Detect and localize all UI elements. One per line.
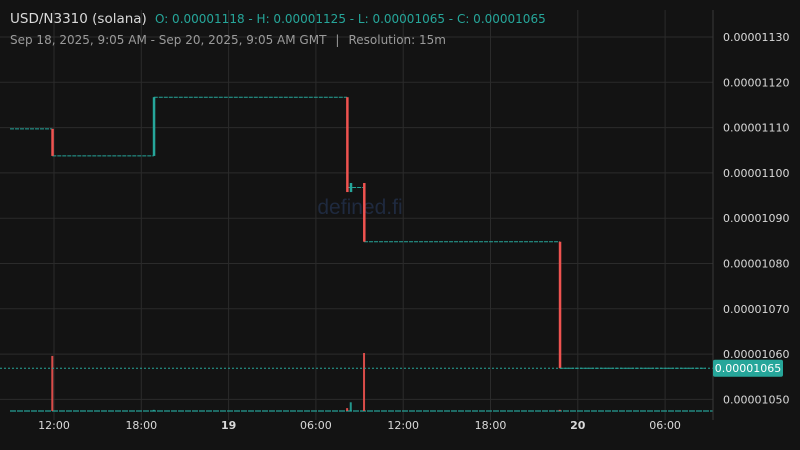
price-tick-label: 0.00001080 — [723, 258, 789, 271]
watermark: defined.fi — [317, 196, 402, 219]
price-tick-label: 0.00001100 — [723, 167, 789, 180]
volume-bar — [363, 353, 366, 411]
time-tick-label: 12:00 — [387, 419, 419, 432]
time-tick-label: 06:00 — [300, 419, 332, 432]
price-axis[interactable]: 0.00001130 0.00001120 0.00001110 0.00001100… — [723, 31, 789, 406]
chart-subheader: Sep 18, 2025, 9:05 AM - Sep 20, 2025, 9:… — [10, 33, 446, 47]
candles — [51, 97, 562, 369]
ohlc-values: O: 0.00001118 - H: 0.00001125 - L: 0.000… — [154, 12, 546, 26]
volume-bar — [51, 355, 54, 411]
time-tick-label: 12:00 — [38, 419, 70, 432]
price-tick-label: 0.00001120 — [723, 76, 789, 89]
candle — [363, 183, 366, 242]
price-tick-label: 0.00001060 — [723, 348, 789, 361]
candle — [51, 128, 54, 156]
time-tick-label: 19 — [221, 419, 236, 432]
separator: | — [335, 33, 340, 47]
volume-bar — [152, 409, 155, 411]
volume-bar — [558, 409, 561, 411]
last-price-label: 0.00001065 — [715, 362, 781, 375]
volume-bars — [10, 353, 713, 412]
candle — [558, 241, 562, 369]
price-tick-label: 0.00001070 — [723, 303, 789, 316]
last-price-badge: 0.00001065 — [713, 359, 783, 377]
time-axis[interactable]: 12:00 18:00 19 06:00 12:00 18:00 20 06:00 — [38, 419, 681, 432]
time-tick-label: 18:00 — [125, 419, 157, 432]
candle — [346, 97, 349, 193]
resolution-label: Resolution: 15m — [348, 33, 446, 47]
chart-header: USD/N3310 (solana) O: 0.00001118 - H: 0.… — [10, 11, 546, 27]
price-tick-label: 0.00001090 — [723, 212, 789, 225]
pair-title: USD/N3310 (solana) — [10, 11, 147, 27]
volume-bar — [349, 402, 352, 411]
chart-grid — [0, 10, 713, 420]
volume-bar — [346, 408, 349, 411]
candle — [349, 183, 353, 193]
date-range: Sep 18, 2025, 9:05 AM - Sep 20, 2025, 9:… — [10, 33, 327, 47]
time-tick-label: 18:00 — [475, 419, 507, 432]
price-tick-label: 0.00001050 — [723, 393, 789, 406]
time-tick-label: 20 — [570, 419, 586, 432]
price-tick-label: 0.00001130 — [723, 31, 789, 44]
price-tick-label: 0.00001110 — [723, 122, 789, 135]
candle — [152, 97, 156, 156]
price-step-line — [10, 96, 706, 369]
time-tick-label: 06:00 — [649, 419, 681, 432]
